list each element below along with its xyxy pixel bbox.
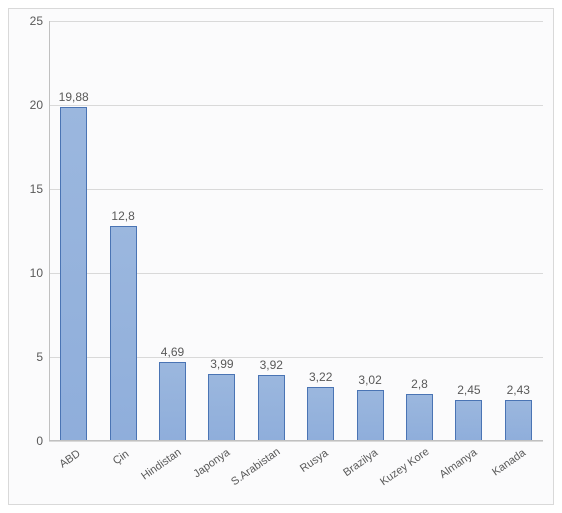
bar-value-label: 2,45 (457, 383, 480, 401)
y-tick-label: 25 (30, 14, 49, 28)
chart-frame: 0 5 10 15 20 25 19,88 12,8 4,69 3,99 3,92 3,22 3,02… (8, 8, 554, 505)
x-axis (49, 440, 543, 441)
x-tick-label: Japonya (191, 447, 232, 481)
bar-value-label: 3,92 (260, 358, 283, 376)
plot-area: 0510152025 19,8812,84,693,993,923,223,02… (49, 21, 543, 441)
bar: 4,69 (159, 362, 186, 441)
bar: 12,8 (110, 226, 137, 441)
y-tick-label: 10 (30, 266, 49, 280)
bar-value-label: 3,02 (358, 373, 381, 391)
bar-value-label: 4,69 (161, 345, 184, 363)
bar: 3,22 (307, 387, 334, 441)
bar: 19,88 (60, 107, 87, 441)
x-tick-label: Almanya (437, 447, 479, 481)
gridline (49, 441, 543, 442)
y-tick-label: 5 (36, 350, 49, 364)
y-tick-label: 20 (30, 98, 49, 112)
x-tick-label: Brazilya (341, 447, 380, 479)
bar: 2,43 (505, 400, 532, 441)
bar-value-label: 19,88 (59, 90, 89, 108)
x-tick-label: Kanada (490, 447, 528, 479)
bar-value-label: 2,8 (411, 377, 428, 395)
bar-value-label: 2,43 (507, 383, 530, 401)
x-tick-label: Kuzey Kore (378, 446, 431, 488)
bar: 2,45 (455, 400, 482, 441)
bar-value-label: 3,99 (210, 357, 233, 375)
bars-container: 19,88 12,8 4,69 3,99 3,92 3,22 3,02 2,8 2,45 2,43 (49, 21, 543, 441)
x-tick-label: Rusya (298, 447, 330, 475)
x-tick-label: ABD (57, 448, 82, 471)
y-tick-label: 0 (36, 434, 49, 448)
x-axis-labels: ABD Çin HindistanJaponyaS.Arabistan Rusya Br… (49, 443, 543, 498)
bar-value-label: 12,8 (111, 209, 134, 227)
bar: 2,8 (406, 394, 433, 441)
y-axis (49, 21, 50, 441)
x-tick-label: Hindistan (139, 446, 183, 482)
bar-value-label: 3,22 (309, 370, 332, 388)
y-tick-label: 15 (30, 182, 49, 196)
bar: 3,02 (357, 390, 384, 441)
bar: 3,92 (258, 375, 285, 441)
x-tick-label: S.Arabistan (229, 446, 282, 488)
x-tick-label: Çin (111, 448, 131, 467)
bar: 3,99 (208, 374, 235, 441)
